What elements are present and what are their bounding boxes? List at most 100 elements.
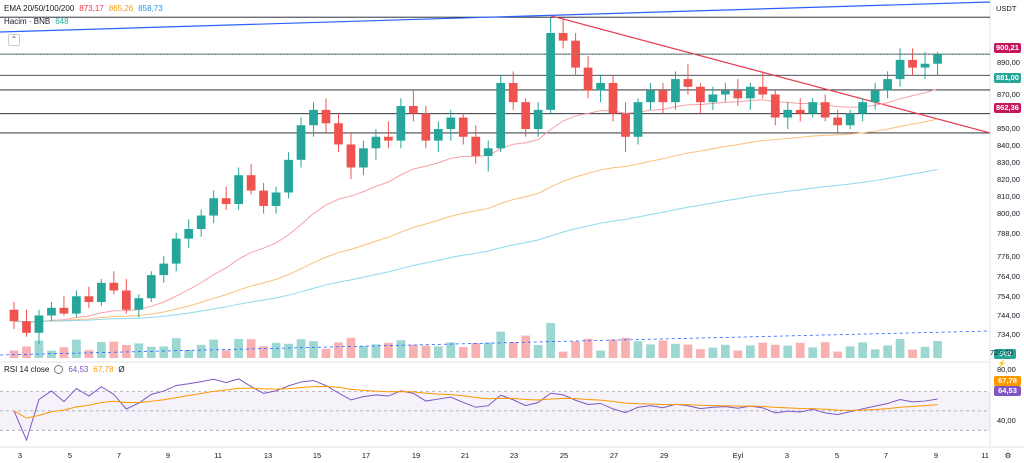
price-tick: 890,00 (997, 58, 1020, 67)
candle-body (845, 113, 855, 126)
candle-body (59, 307, 69, 314)
price-tick: 800,00 (997, 209, 1020, 218)
date-tick: 3 (17, 451, 23, 460)
candle-body (858, 102, 868, 114)
ema-title: EMA 20/50/100/200 (4, 4, 75, 13)
date-tick: 5 (67, 451, 73, 460)
volume-bar (84, 350, 94, 358)
rsi-title: RSI 14 close (4, 365, 50, 374)
volume-legend[interactable]: Hacim · BNB 648 (4, 17, 69, 26)
volume-bar (546, 323, 556, 358)
volume-bar (521, 335, 531, 358)
price-tick: 870,00 (997, 90, 1020, 99)
candle-body (184, 229, 194, 239)
volume-bar (209, 339, 219, 358)
volume-bar (483, 342, 493, 358)
volume-bar (234, 339, 244, 358)
ema-legend[interactable]: EMA 20/50/100/200 873,17 865,26 858,73 (4, 4, 163, 13)
candle-body (596, 82, 605, 91)
candle-body (271, 192, 281, 206)
candle-body (421, 113, 431, 141)
candle-body (658, 90, 668, 103)
date-tick: 17 (361, 451, 371, 460)
candle-body (533, 109, 543, 130)
currency-label[interactable]: USDT (996, 4, 1017, 13)
candle-body (908, 59, 917, 68)
volume-bar (34, 340, 44, 358)
volume-bar (259, 346, 268, 358)
volume-bar (833, 351, 843, 358)
settings-icon[interactable]: ⚙ (1004, 451, 1012, 460)
lightning-icon[interactable]: ⚡ (997, 359, 1007, 368)
date-tick: 9 (165, 451, 171, 460)
candle-body (633, 102, 643, 137)
volume-bar (96, 342, 106, 358)
candle-body (508, 82, 518, 103)
candle-body (895, 59, 905, 80)
volume-bar (558, 351, 568, 358)
date-tick: 11 (981, 451, 989, 460)
volume-bar (146, 346, 156, 358)
candle-body (646, 90, 655, 103)
rsi-tick: 80,00 (997, 365, 1016, 374)
candle-body (446, 117, 456, 130)
volume-bar (671, 343, 680, 358)
candle-body (933, 54, 942, 64)
price-badge-862: 862,36 (994, 103, 1021, 113)
volume-bar (458, 347, 468, 358)
candle-body (920, 63, 930, 68)
candle-body (309, 109, 318, 126)
volume-bar (758, 342, 768, 358)
date-tick: 11 (214, 451, 222, 460)
date-tick: 19 (411, 451, 421, 460)
candle-body (121, 290, 131, 310)
candle-body (209, 198, 219, 216)
candle-body (408, 106, 418, 114)
date-tick: 3 (784, 451, 790, 460)
candle-body (683, 79, 693, 87)
rsi-legend[interactable]: RSI 14 close 64,53 67,78 Ø (4, 365, 125, 374)
date-tick: 27 (609, 451, 619, 460)
candle-body (558, 32, 568, 41)
candle-body (359, 148, 368, 168)
volume-bar (858, 342, 868, 358)
volume-bar (733, 350, 743, 358)
rsi-ma-line (13, 385, 938, 419)
rsi-settings-icon[interactable] (54, 365, 64, 374)
candle-body (84, 296, 94, 303)
candle-body (471, 136, 481, 156)
candle-body (870, 90, 880, 103)
collapse-legend-icon[interactable]: ⌃ (8, 34, 20, 46)
price-tick: 764,00 (997, 272, 1020, 281)
volume-bar (408, 344, 418, 358)
volume-bar (583, 338, 593, 358)
candle-body (671, 79, 680, 103)
volume-bar (496, 331, 506, 358)
candle-body (334, 123, 343, 145)
candle-body (720, 90, 730, 95)
volume-bar (47, 350, 56, 358)
price-tick: 726,00 (990, 348, 1013, 357)
price-tick: 820,00 (997, 175, 1020, 184)
volume-bar (296, 339, 306, 358)
candle-body (296, 125, 306, 160)
price-tick: 734,00 (997, 330, 1020, 339)
candle-body (758, 86, 768, 95)
candle-body (396, 106, 406, 141)
price-tick: 810,00 (997, 192, 1020, 201)
rsi-line (13, 378, 938, 442)
volume-bar (9, 350, 19, 358)
volume-bar (933, 341, 942, 358)
date-tick: 13 (263, 451, 273, 460)
date-tick: 21 (460, 451, 470, 460)
date-tick: Eyl (732, 451, 744, 460)
ema-value-20: 873,17 (79, 4, 104, 13)
price-tick: 850,00 (997, 124, 1020, 133)
volume-bar (783, 345, 793, 358)
volume-bar (908, 349, 917, 358)
volume-bar (870, 349, 880, 358)
candle-body (146, 275, 156, 299)
candle-body (47, 307, 56, 316)
volume-bar (820, 342, 830, 358)
